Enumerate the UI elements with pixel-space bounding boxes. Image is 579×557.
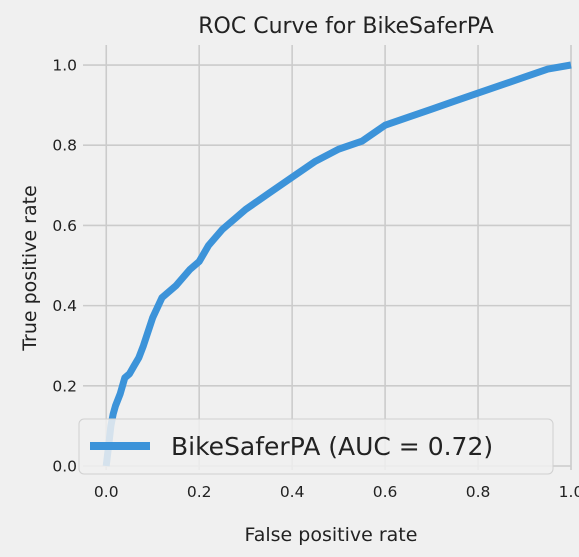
y-tick-label: 0.4 (52, 297, 77, 315)
y-tick-label: 0.6 (52, 217, 77, 235)
y-axis-label: True positive rate (19, 185, 41, 352)
series-lines (102, 61, 572, 467)
x-tick-label: 0.2 (187, 483, 212, 501)
y-tick-label: 0.8 (52, 137, 77, 155)
x-tick-label: 0.0 (94, 483, 119, 501)
plot-area (83, 45, 571, 470)
y-tick-label: 0.2 (52, 377, 77, 395)
roc-curve-line (102, 61, 572, 467)
x-tick-label: 1.0 (559, 483, 579, 501)
x-tick-label: 0.4 (280, 483, 305, 501)
legend: BikeSaferPA (AUC = 0.72) (78, 418, 554, 475)
x-tick-labels: 0.0 0.2 0.4 0.6 0.8 1.0 (94, 483, 579, 501)
x-tick-label: 0.6 (373, 483, 398, 501)
y-tick-label: 1.0 (52, 57, 77, 75)
y-tick-label: 0.0 (52, 457, 77, 475)
legend-label: BikeSaferPA (AUC = 0.72) (171, 432, 493, 461)
chart-title: ROC Curve for BikeSaferPA (198, 14, 493, 39)
x-tick-label: 0.8 (466, 483, 491, 501)
x-axis-label: False positive rate (245, 524, 418, 546)
legend-box (78, 418, 554, 475)
y-tick-labels: 0.0 0.2 0.4 0.6 0.8 1.0 (52, 57, 77, 476)
